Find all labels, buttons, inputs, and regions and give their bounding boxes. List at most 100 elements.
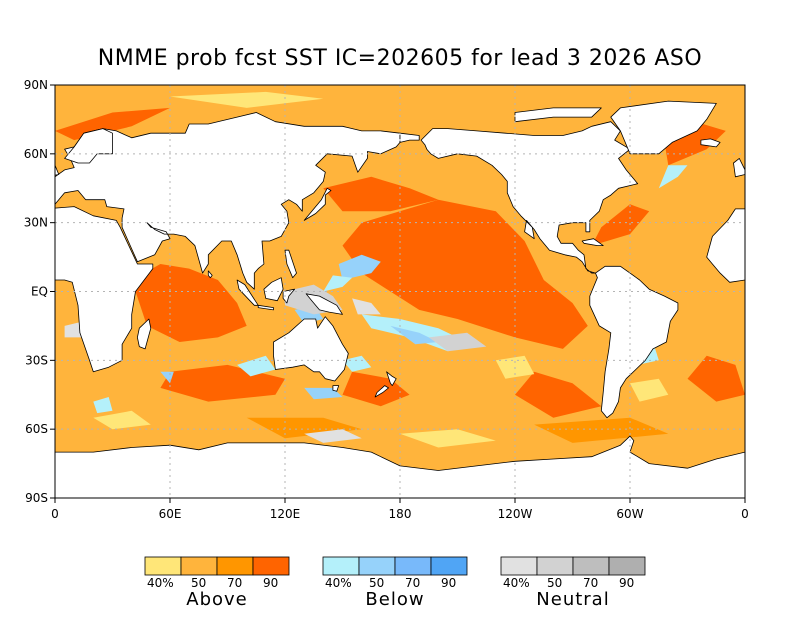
- legend-number: 90: [619, 576, 634, 590]
- legend-swatch: [216, 556, 254, 576]
- land-new-guinea: [305, 293, 343, 315]
- prob-patch-7: [687, 355, 745, 402]
- prob-patch-0: [342, 199, 588, 349]
- prob-patch-3: [591, 204, 650, 246]
- prob-patch-18: [323, 275, 353, 292]
- land-australia: [273, 316, 349, 382]
- land-south-america: [589, 265, 679, 419]
- legend-number: 70: [227, 576, 242, 590]
- land-japan: [303, 187, 332, 221]
- lon-tick-label: 60E: [159, 507, 182, 521]
- land-britain-w: [733, 158, 745, 178]
- prob-patch-27: [658, 165, 688, 189]
- land-eurasia: [55, 112, 401, 290]
- land-cuba: [581, 238, 604, 246]
- lat-tick-label: 90N: [24, 78, 48, 92]
- prob-patch-25: [93, 397, 113, 414]
- land-greenland: [610, 100, 717, 155]
- lon-tick-label: 120W: [498, 507, 533, 521]
- legend-group-below: 40% 50 70 90 Below: [322, 556, 468, 610]
- legend-category-label: Above: [186, 589, 247, 610]
- land-scandinavia: [64, 128, 113, 164]
- legend-swatch: [536, 556, 574, 576]
- land-antarctica: [55, 435, 745, 498]
- lat-tick-label: 90S: [25, 491, 48, 505]
- legend-number: 40%: [503, 576, 530, 590]
- legend-number: 40%: [325, 576, 352, 590]
- land-borneo: [263, 277, 284, 302]
- prob-patch-8: [55, 107, 170, 141]
- legend-swatch: [572, 556, 610, 576]
- legend-swatch: [252, 556, 290, 576]
- legend-swatch: [430, 556, 468, 576]
- land-tasmania: [332, 385, 340, 392]
- land-philippines: [284, 249, 297, 279]
- land-nz-south: [374, 385, 389, 398]
- lon-tick-label: 180: [389, 507, 412, 521]
- land-nz-north: [386, 371, 397, 386]
- legend-number: 50: [191, 576, 206, 590]
- lon-tick-label: 0: [741, 507, 749, 521]
- legend-number: 70: [405, 576, 420, 590]
- land-arctic-islands: [514, 107, 602, 123]
- prob-patch-1: [131, 264, 247, 342]
- legend-group-above: 40% 50 70 90 Above: [144, 556, 290, 610]
- prob-patch-34: [304, 429, 362, 443]
- land-africa: [55, 206, 154, 373]
- lat-tick-label: 60N: [24, 147, 48, 161]
- legend-swatch: [358, 556, 396, 576]
- land-africa-west: [706, 208, 745, 283]
- legend-number: 70: [583, 576, 598, 590]
- prob-patch-16: [534, 417, 669, 443]
- graticule: [55, 85, 745, 498]
- legend-swatch: [500, 556, 538, 576]
- legend-number: 40%: [147, 576, 174, 590]
- lat-tick-label: 30S: [25, 353, 48, 367]
- prob-patch-22: [237, 355, 276, 377]
- prob-patch-15: [246, 417, 362, 439]
- legend-swatch: [394, 556, 432, 576]
- legend-number: 90: [263, 576, 278, 590]
- land-iceland: [700, 138, 721, 148]
- prob-patch-6: [515, 371, 602, 418]
- legend-swatch: [144, 556, 182, 576]
- prob-patch-21: [390, 325, 439, 345]
- prob-patch-13: [93, 410, 151, 430]
- prob-patch-32: [428, 332, 487, 352]
- legend: 40% 50 70 90 Above 40% 50 70 90 Below 40% 50 70 90 Neu…: [144, 556, 646, 610]
- legend-swatch: [322, 556, 360, 576]
- map-title: NMME prob fcst SST IC=202605 for lead 3 …: [97, 46, 703, 71]
- probability-shading: [55, 91, 745, 448]
- prob-patch-14: [400, 429, 496, 448]
- legend-number: 90: [441, 576, 456, 590]
- legend-swatch: [608, 556, 646, 576]
- legend-swatch: [180, 556, 218, 576]
- prob-patch-2: [323, 176, 439, 212]
- land-madagascar: [137, 318, 152, 350]
- lon-tick-label: 120E: [270, 507, 301, 521]
- land-sri-lanka: [207, 270, 213, 279]
- land-masses: [55, 100, 745, 498]
- land-north-america: [420, 121, 639, 274]
- legend-number: 50: [547, 576, 562, 590]
- legend-category-label: Below: [365, 589, 424, 610]
- prob-patch-12: [630, 378, 669, 402]
- prob-patch-31: [352, 298, 381, 315]
- prob-patch-17: [338, 254, 381, 280]
- lat-tick-label: 30N: [24, 216, 48, 230]
- lat-tick-label: EQ: [31, 285, 48, 299]
- prob-patch-5: [342, 371, 410, 407]
- lon-tick-label: 0: [51, 507, 59, 521]
- land-java: [257, 304, 274, 311]
- legend-category-label: Neutral: [536, 589, 609, 610]
- lat-tick-label: 60S: [25, 422, 48, 436]
- legend-group-neutral: 40% 50 70 90 Neutral: [500, 556, 646, 610]
- prob-patch-10: [170, 91, 324, 108]
- land-sumatra: [236, 279, 259, 306]
- prob-patch-23: [304, 387, 343, 400]
- land-britain: [55, 164, 60, 176]
- lon-tick-label: 60W: [616, 507, 643, 521]
- legend-number: 50: [369, 576, 384, 590]
